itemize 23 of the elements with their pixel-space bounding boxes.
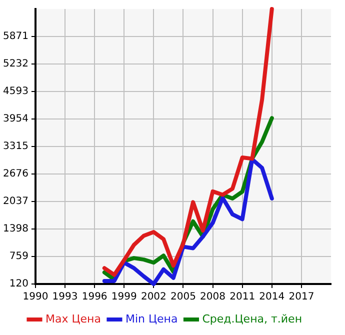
x-tick-label: 2011 <box>230 292 256 303</box>
x-tick-label: 1996 <box>82 292 108 303</box>
x-tick-label: 1990 <box>22 292 48 303</box>
y-tick-label: 2676 <box>2 168 28 180</box>
y-tick-label: 759 <box>9 251 28 262</box>
y-tick-label: 5232 <box>2 58 28 70</box>
x-tick-label: 2002 <box>140 292 166 303</box>
y-tick-label: 2037 <box>2 196 28 208</box>
legend-label: Сред.Цена, т.йен <box>202 312 302 326</box>
y-tick-label: 4593 <box>2 86 28 98</box>
x-tick-label: 2017 <box>288 292 314 303</box>
y-tick-label: 3954 <box>2 114 28 125</box>
y-tick-label: 5871 <box>2 31 28 42</box>
x-tick-label: 2008 <box>200 292 226 303</box>
legend-label: Max Цена <box>45 312 101 326</box>
x-tick-label: 1999 <box>111 292 137 303</box>
x-tick-label: 1993 <box>52 292 78 303</box>
legend-label: Min Цена <box>125 312 178 326</box>
x-tick-label: 2005 <box>170 292 196 303</box>
y-tick-label: 1398 <box>2 224 28 235</box>
x-tick-label: 2014 <box>259 292 285 303</box>
y-tick-label: 120 <box>9 278 28 290</box>
y-tick-label: 3315 <box>2 141 28 152</box>
